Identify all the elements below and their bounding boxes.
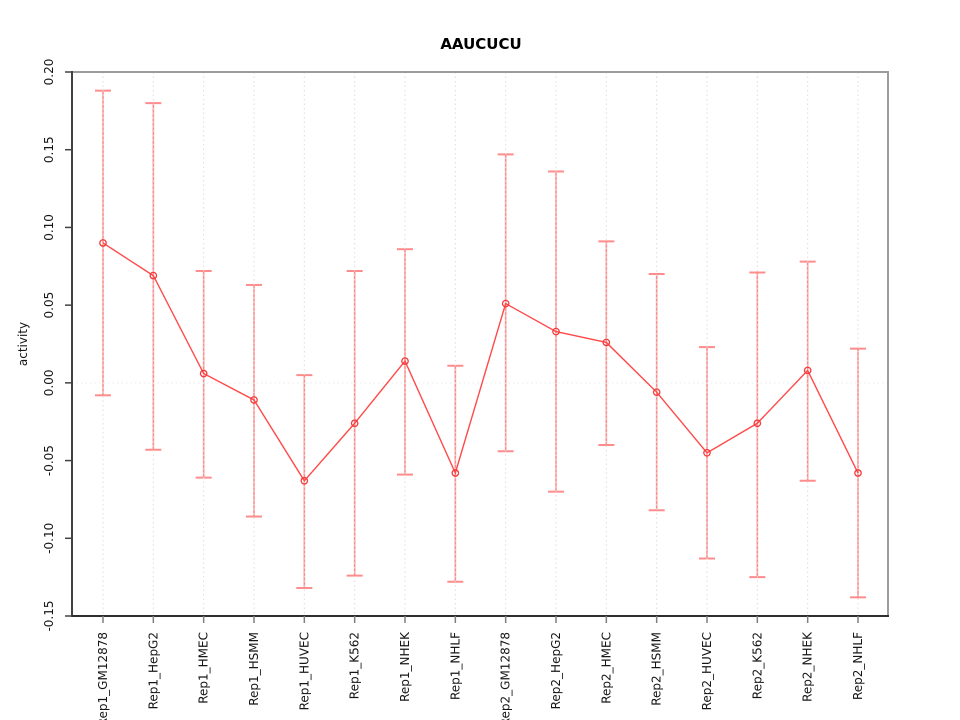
x-tick-label: Rep1_K562 [348, 632, 362, 699]
chart-title: AAUCUCU [440, 35, 521, 53]
x-tick-label: Rep2_HUVEC [700, 632, 714, 710]
y-tick-label: 0.20 [42, 59, 56, 86]
data-point-marker [602, 338, 611, 347]
x-tick-label: Rep1_NHLF [448, 632, 462, 700]
axis-layer: 0.20 0.15 0.10 0.05 0.00 -0.05 -0.10 -0.15 Rep1_… [42, 59, 889, 720]
data-point-marker [854, 469, 862, 477]
series-layer [99, 239, 862, 485]
data-point-marker [199, 369, 208, 378]
y-tick-label: 0.05 [42, 292, 56, 319]
error-bar-layer [95, 89, 866, 599]
x-tick-label: Rep2_NHEK [801, 631, 815, 702]
x-tick-label: Rep2_GM12878 [499, 632, 513, 720]
grid-layer [72, 72, 888, 616]
y-tick-label: -0.10 [42, 523, 56, 554]
x-tick-label: Rep1_HepG2 [146, 632, 160, 709]
data-point-marker [803, 366, 812, 375]
x-tick-label: Rep2_NHLF [851, 632, 865, 700]
y-tick-label: 0.10 [42, 214, 56, 241]
x-tick-label: Rep1_HSMM [247, 632, 261, 706]
x-tick-label: Rep1_HUVEC [297, 632, 311, 710]
y-tick-label: -0.05 [42, 445, 56, 476]
series-line [102, 242, 859, 482]
data-point-marker [250, 396, 258, 404]
x-tick-label: Rep2_HepG2 [549, 632, 563, 709]
data-point-marker [350, 419, 359, 428]
data-point-marker [300, 476, 309, 485]
data-point-marker [99, 239, 107, 247]
y-axis-label: activity [16, 322, 30, 366]
x-tick-label: Rep1_HMEC [197, 632, 211, 704]
x-tick-label: Rep2_K562 [750, 632, 764, 699]
data-point-marker [552, 327, 560, 336]
data-point-marker [753, 419, 762, 428]
data-point-marker [703, 448, 711, 457]
x-tick-label: Rep2_HMEC [599, 632, 613, 704]
data-point-marker [501, 299, 510, 308]
x-tick-label: Rep2_HSMM [650, 632, 664, 706]
data-point-marker [652, 388, 661, 397]
y-tick-label: 0.15 [42, 136, 56, 163]
data-point-marker [401, 357, 409, 365]
x-tick-label: Rep1_GM12878 [96, 632, 110, 720]
data-point-marker [149, 271, 158, 280]
y-tick-label: -0.15 [42, 600, 56, 631]
y-tick-label: 0.00 [42, 369, 56, 396]
data-point-marker [451, 469, 460, 477]
x-tick-label: Rep1_NHEK [398, 631, 412, 702]
